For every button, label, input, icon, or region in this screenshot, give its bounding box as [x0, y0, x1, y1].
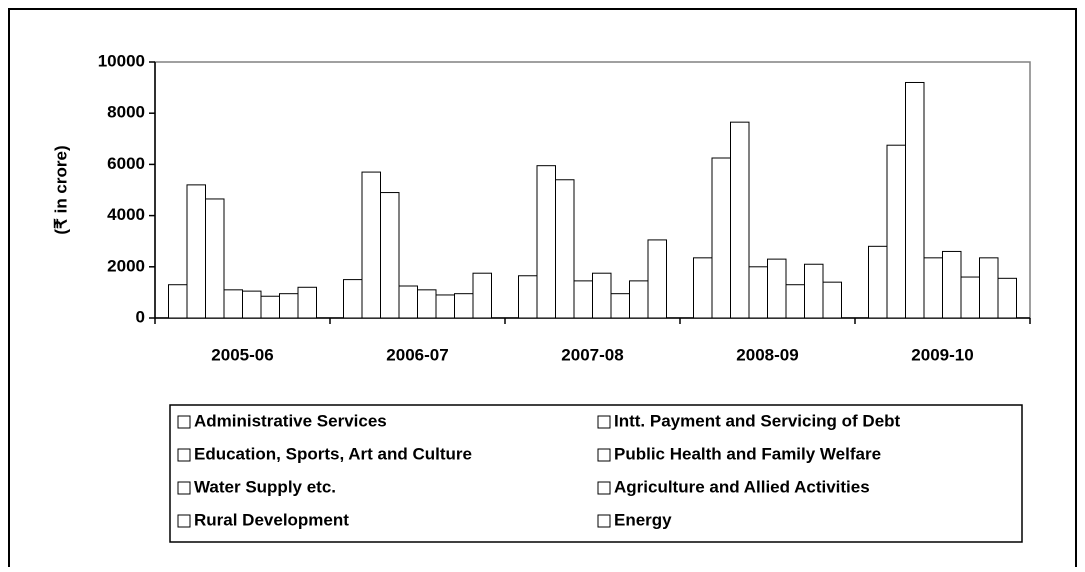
y-axis-title: (₹ in crore) [51, 145, 70, 234]
bar [260, 295, 280, 319]
bar [868, 245, 888, 319]
y-tick-label: 10000 [98, 51, 145, 70]
x-tick-label: 2007-08 [561, 345, 623, 364]
bar [767, 258, 787, 319]
bar [822, 281, 842, 319]
x-tick-label: 2008-09 [736, 345, 798, 364]
y-tick-label: 0 [136, 307, 145, 326]
legend-marker [597, 448, 611, 462]
bar [711, 157, 731, 319]
legend-label: Administrative Services [194, 411, 387, 430]
bar [960, 276, 980, 319]
bar [942, 250, 962, 319]
legend-label: Agriculture and Allied Activities [614, 477, 870, 496]
bar [435, 294, 455, 319]
bar [555, 179, 575, 319]
bar [647, 239, 667, 319]
legend-label: Education, Sports, Art and Culture [194, 444, 472, 463]
legend-marker [597, 481, 611, 495]
bar [592, 272, 612, 319]
bar [297, 286, 317, 319]
bar [693, 257, 713, 319]
legend-marker [597, 514, 611, 528]
bar [886, 144, 906, 319]
bar [997, 277, 1017, 319]
y-tick-label: 8000 [107, 103, 145, 122]
bar [610, 293, 630, 319]
bar [905, 81, 925, 319]
bar [518, 275, 538, 319]
y-tick-label: 6000 [107, 154, 145, 173]
bar [417, 289, 437, 319]
legend-marker [177, 514, 191, 528]
bar [205, 198, 225, 319]
bar [279, 293, 299, 319]
bar [979, 257, 999, 319]
legend-marker [597, 415, 611, 429]
legend-marker [177, 481, 191, 495]
bar [730, 121, 750, 319]
legend-label: Energy [614, 510, 672, 529]
bar [398, 285, 418, 319]
bar [785, 284, 805, 319]
bar [223, 289, 243, 319]
x-tick-label: 2006-07 [386, 345, 448, 364]
bar [361, 171, 381, 319]
legend-label: Water Supply etc. [194, 477, 336, 496]
bar [242, 290, 262, 319]
legend-marker [177, 415, 191, 429]
bar [573, 280, 593, 319]
bar [454, 293, 474, 319]
bar [186, 184, 206, 319]
bar [748, 266, 768, 319]
bar [629, 280, 649, 319]
bar [923, 257, 943, 319]
bar [472, 272, 492, 319]
bar [380, 192, 400, 319]
bar [343, 279, 363, 319]
y-tick-label: 2000 [107, 256, 145, 275]
legend-label: Intt. Payment and Servicing of Debt [614, 411, 901, 430]
bar [168, 284, 188, 319]
y-tick-label: 4000 [107, 205, 145, 224]
legend-marker [177, 448, 191, 462]
bar [536, 165, 556, 319]
x-tick-label: 2009-10 [911, 345, 973, 364]
legend-label: Public Health and Family Welfare [614, 444, 881, 463]
x-tick-label: 2005-06 [211, 345, 273, 364]
legend-box [169, 404, 1023, 543]
legend-label: Rural Development [194, 510, 349, 529]
bar [804, 263, 824, 319]
